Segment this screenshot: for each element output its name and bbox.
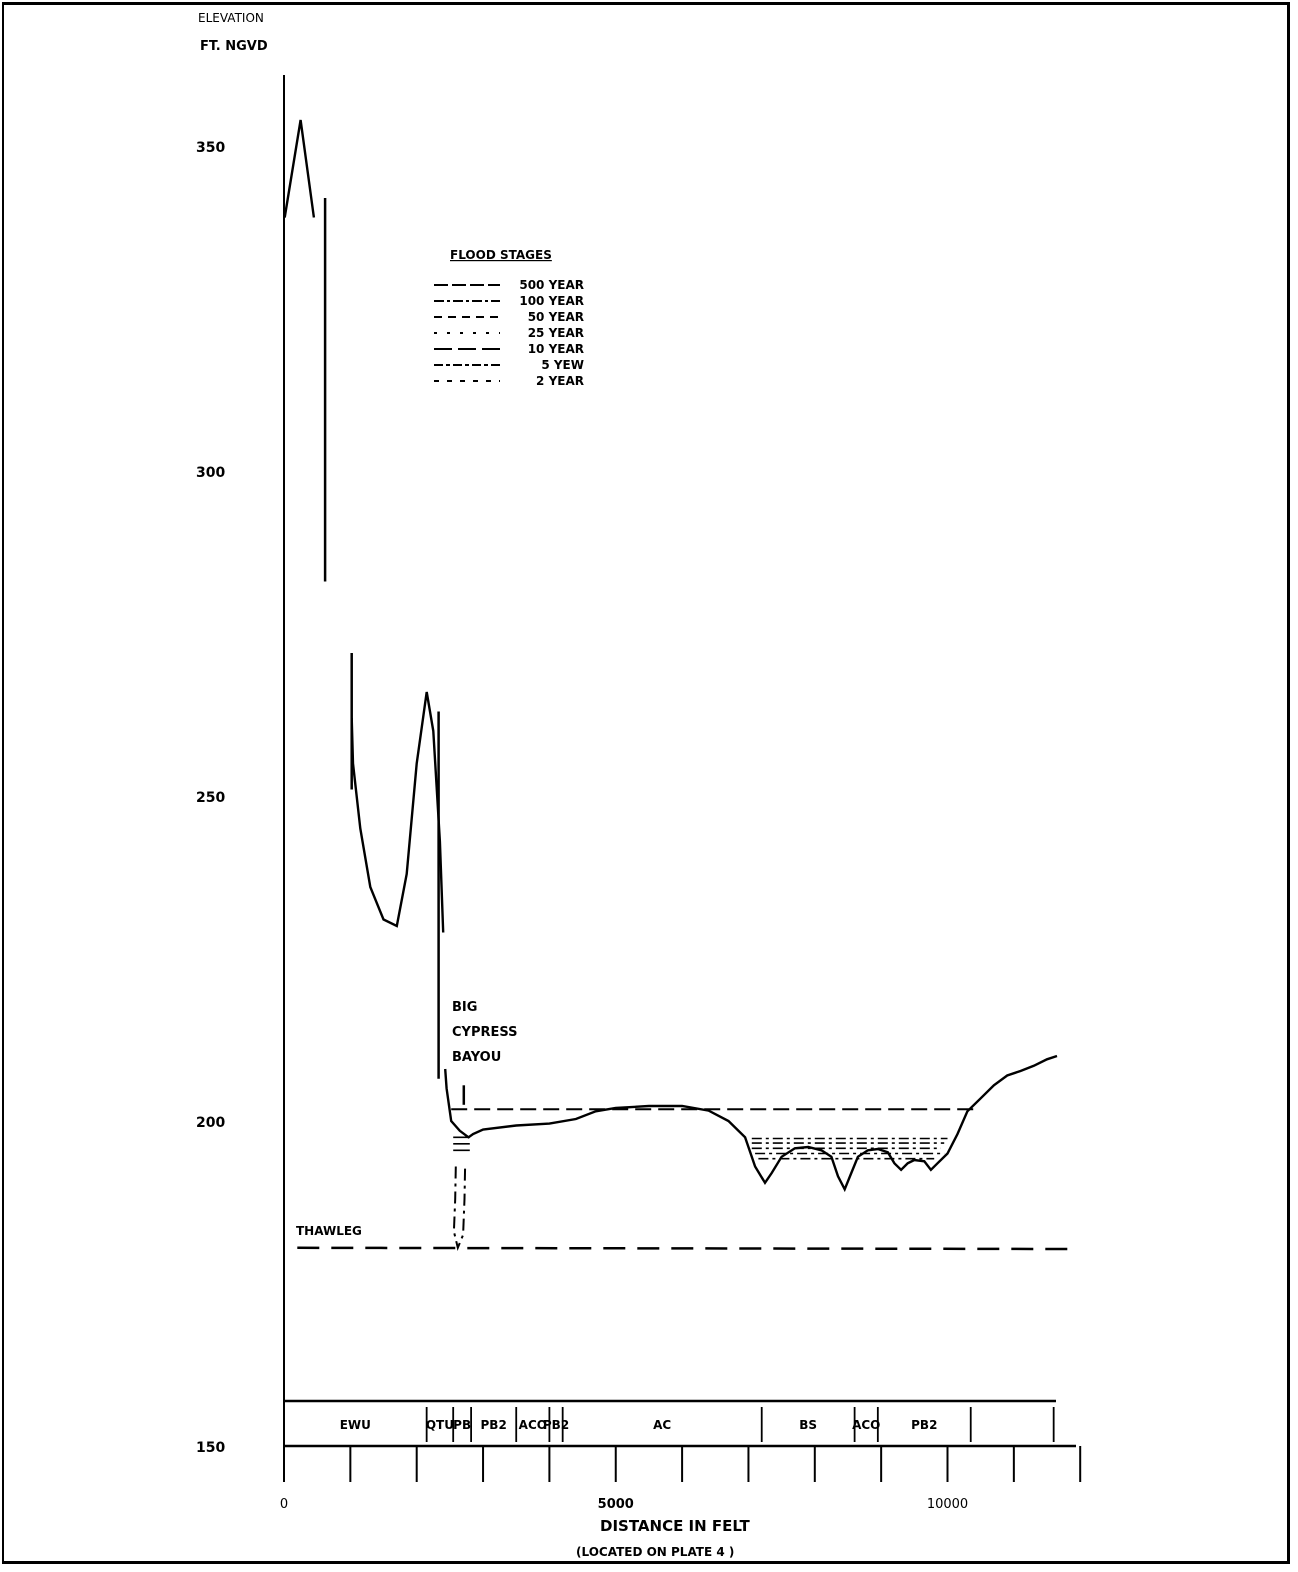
series-profile <box>444 1054 1058 1193</box>
legend-entry: 50 YEAR <box>528 310 584 324</box>
x-axis-note: (LOCATED ON PLATE 4 ) <box>576 1545 734 1559</box>
legend-entry: 5 YEW <box>541 358 584 372</box>
series-profile <box>283 119 316 218</box>
legend-entry: 10 YEAR <box>528 342 584 356</box>
thalweg-label: THAWLEG <box>296 1224 362 1238</box>
band-label: PB2 <box>911 1418 937 1432</box>
y-tick-label: 250 <box>196 790 225 806</box>
legend-entry: 100 YEAR <box>519 294 584 308</box>
legend-entry: 25 YEAR <box>528 326 584 340</box>
legend: FLOOD STAGES 500 YEAR 100 YEAR 50 YEAR 25 YE… <box>434 248 584 388</box>
band-label: PB2 <box>481 1418 507 1432</box>
series-profile <box>350 691 445 933</box>
band-label: ACO <box>852 1418 880 1432</box>
band-label: AC <box>653 1418 671 1432</box>
y-tick-label: 150 <box>196 1440 225 1456</box>
tick-labels: 150 200 250 300 350 0 5000 10000 <box>196 140 968 1512</box>
legend-entry: 2 YEAR <box>536 374 584 388</box>
y-tick-label: 200 <box>196 1115 225 1131</box>
band-label: ACO <box>519 1418 547 1432</box>
x-axis-label: DISTANCE IN FELT <box>600 1517 750 1535</box>
band-label: PB2 <box>543 1418 569 1432</box>
x-tick-label: 10000 <box>927 1497 968 1512</box>
y-tick-label: 350 <box>196 140 225 156</box>
legend-title: FLOOD STAGES <box>450 248 552 262</box>
band-label: PB <box>453 1418 471 1432</box>
x-tick-label: 0 <box>280 1497 288 1512</box>
band-label: QTU <box>426 1418 454 1432</box>
channel-label: BIG <box>452 1000 477 1015</box>
x-tick-label: 5000 <box>598 1497 634 1512</box>
series-channel-dashdot <box>452 1166 467 1252</box>
band-label: EWU <box>340 1418 371 1432</box>
legend-entry: 500 YEAR <box>519 278 584 292</box>
data-series <box>283 119 1074 1252</box>
channel-label: CYPRESS <box>452 1025 518 1040</box>
y-axis-label-line1: ELEVATION <box>198 11 264 25</box>
tick-marks <box>283 1446 1082 1482</box>
band-label: BS <box>799 1418 817 1432</box>
annotations: THAWLEG BIG CYPRESS BAYOU <box>296 1000 518 1238</box>
y-axis-label-line2: FT. NGVD <box>200 39 268 54</box>
channel-label: BAYOU <box>452 1050 501 1065</box>
y-tick-label: 300 <box>196 465 225 481</box>
series-thalweg <box>297 1246 1074 1251</box>
axes <box>283 75 1076 1482</box>
